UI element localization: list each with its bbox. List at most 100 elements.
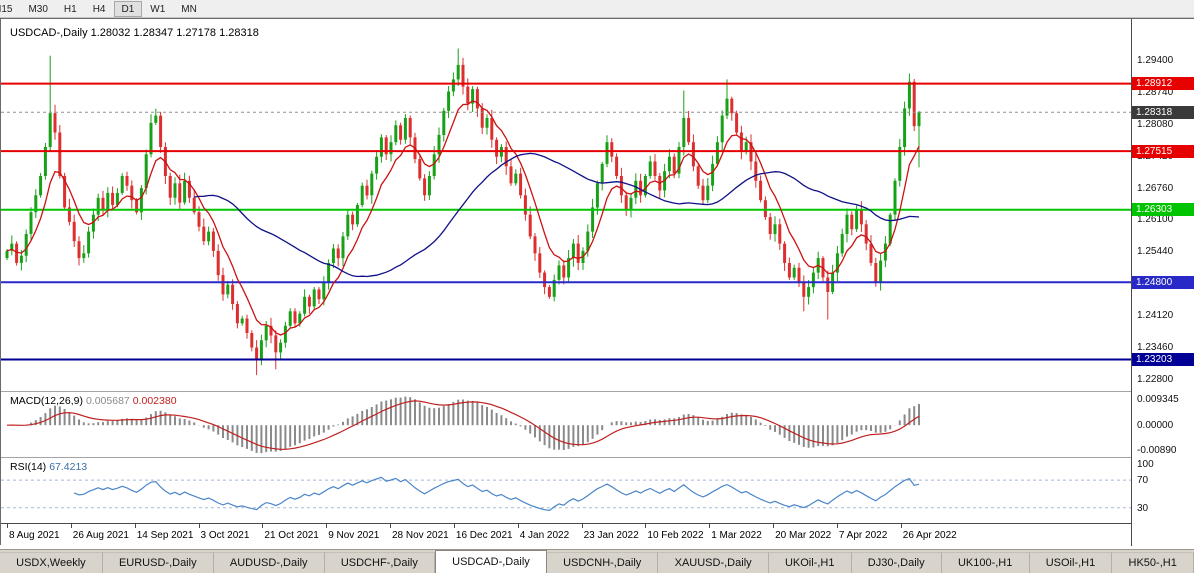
- timeframe-h4-button[interactable]: H4: [92, 3, 106, 15]
- tab-audusd-daily[interactable]: AUDUSD-,Daily: [213, 552, 325, 573]
- timeframe-m30-button[interactable]: M30: [28, 3, 48, 15]
- date-label: 26 Aug 2021: [72, 530, 129, 541]
- date-label: 28 Nov 2021: [392, 530, 449, 541]
- rsi-line: [73, 476, 920, 512]
- scale-divider: [1131, 19, 1132, 546]
- macd-name: MACD(12,26,9): [10, 395, 83, 407]
- date-tick: [390, 524, 391, 528]
- date-label: 16 Dec 2021: [455, 530, 513, 541]
- macd-signal-line: [6, 400, 920, 450]
- time-axis[interactable]: 8 Aug 2021 26 Aug 2021 14 Sep 2021 3 Oct 20…: [1, 524, 1131, 546]
- level-price-badge: 1.24800: [1132, 275, 1194, 289]
- price-axis-tick: 1.26100: [1137, 214, 1174, 226]
- rsi-name: RSI(14): [10, 461, 47, 473]
- price-scale[interactable]: 1.294001.287401.280801.274201.267601.261…: [1132, 19, 1194, 546]
- level-price-badge: 1.23203: [1132, 353, 1194, 366]
- tab-eurusd-daily[interactable]: EURUSD-,Daily: [102, 552, 214, 573]
- date-label: 8 Aug 2021: [9, 530, 60, 541]
- level-price-badge: 1.26303: [1132, 203, 1194, 217]
- timeframe-m15-button[interactable]: M15: [0, 3, 13, 15]
- chart-tabs-bar: USDX,Weekly EURUSD-,Daily AUDUSD-,Daily USD…: [0, 549, 1194, 573]
- date-tick: [900, 524, 902, 528]
- level-price-badge: 1.27515: [1132, 144, 1194, 158]
- macd-axis-label: -0.00890: [1137, 445, 1177, 456]
- tab-usdcnh-daily[interactable]: USDCNH-,Daily: [546, 552, 659, 573]
- price-axis-tick: 1.22800: [1137, 373, 1174, 385]
- macd-indicator-chart[interactable]: [1, 392, 1131, 457]
- date-tick: [262, 524, 264, 528]
- date-tick: [709, 524, 711, 528]
- chart-title: USDCAD-,Daily 1.28032 1.28347 1.27178 1.2…: [10, 27, 262, 39]
- date-label: 1 Mar 2022: [711, 530, 762, 541]
- tab-usdcad-daily[interactable]: USDCAD-,Daily: [434, 550, 547, 573]
- tab-usdx-weekly[interactable]: USDX,Weekly: [0, 552, 103, 573]
- tab-ukoil-h1[interactable]: UKOil-,H1: [768, 552, 852, 573]
- tab-dj30-daily[interactable]: DJ30-,Daily: [851, 552, 942, 573]
- date-label: 14 Sep 2021: [136, 530, 194, 541]
- date-tick: [453, 524, 455, 528]
- ma-fast-line: [6, 100, 920, 336]
- tab-usdchf-daily[interactable]: USDCHF-,Daily: [324, 552, 435, 573]
- horizontal-levels: [1, 82, 1131, 361]
- date-label: 3 Oct 2021: [200, 530, 250, 541]
- date-tick: [773, 524, 775, 528]
- price-axis-tick: 1.25440: [1137, 246, 1174, 258]
- date-tick: [581, 524, 583, 528]
- date-tick: [517, 524, 519, 528]
- rsi-axis-label: 70: [1137, 475, 1149, 487]
- tab-hk50-h1[interactable]: HK50-,H1: [1112, 552, 1194, 573]
- price-chart[interactable]: [1, 19, 1131, 391]
- macd-main-value: 0.005687: [85, 395, 130, 407]
- date-label: 9 Nov 2021: [328, 530, 380, 541]
- tab-uk100-h1[interactable]: UK100-,H1: [941, 552, 1030, 573]
- price-axis-tick: 1.29400: [1137, 55, 1174, 67]
- price-axis-tick: 1.26760: [1137, 182, 1174, 194]
- ohlc-values: 1.28032 1.28347 1.27178 1.28318: [90, 27, 259, 39]
- date-label: 7 Apr 2022: [838, 530, 888, 541]
- date-tick: [198, 524, 200, 528]
- macd-axis-label: 0.00000: [1137, 420, 1174, 432]
- date-tick: [645, 524, 647, 528]
- macd-axis-label: 0.009345: [1137, 394, 1179, 405]
- macd-signal-value: 0.002380: [132, 395, 177, 407]
- timeframe-w1-button[interactable]: W1: [150, 3, 166, 15]
- date-tick: [70, 524, 72, 528]
- candles: [5, 48, 921, 376]
- price-axis-tick: 1.23460: [1137, 342, 1174, 354]
- price-axis-tick: 1.28740: [1137, 86, 1174, 98]
- date-label: 26 Apr 2022: [902, 530, 957, 541]
- timeframe-toolbar: M15 M30 H1 H4 D1 W1 MN: [0, 0, 1194, 18]
- pane-separator-rsi[interactable]: [1, 457, 1194, 458]
- symbol-period-label: USDCAD-,Daily: [10, 27, 88, 39]
- rsi-axis-label: 30: [1137, 502, 1149, 514]
- date-tick: [326, 524, 328, 528]
- timeframe-h1-button[interactable]: H1: [63, 3, 77, 15]
- price-axis-tick: 1.28080: [1137, 118, 1174, 130]
- chart-area: USDCAD-,Daily 1.28032 1.28347 1.27178 1.2…: [0, 18, 1194, 546]
- rsi-label: RSI(14) 67.4213: [10, 461, 90, 473]
- tab-xauusd-daily[interactable]: XAUUSD-,Daily: [658, 552, 769, 573]
- date-label: 20 Mar 2022: [775, 530, 832, 541]
- tab-usoil-h1[interactable]: USOil-,H1: [1029, 552, 1113, 573]
- rsi-value: 67.4213: [49, 461, 88, 473]
- ma-slow-line: [194, 152, 920, 278]
- macd-histogram: [10, 396, 920, 454]
- date-label: 23 Jan 2022: [583, 530, 639, 541]
- date-label: 21 Oct 2021: [264, 530, 319, 541]
- current-price-badge: 1.28318: [1132, 105, 1194, 119]
- timeframe-mn-button[interactable]: MN: [181, 3, 197, 15]
- timeframe-d1-button[interactable]: D1: [113, 0, 143, 17]
- date-tick: [836, 524, 838, 528]
- pane-separator-macd[interactable]: [1, 391, 1194, 392]
- rsi-axis-label: 100: [1137, 459, 1154, 470]
- price-axis-tick: 1.24120: [1137, 310, 1174, 322]
- rsi-indicator-chart[interactable]: [1, 458, 1131, 523]
- date-tick: [134, 524, 136, 528]
- level-price-badge: 1.28912: [1132, 77, 1194, 91]
- date-tick: [7, 524, 8, 528]
- macd-label: MACD(12,26,9) 0.005687 0.002380: [10, 395, 180, 407]
- date-label: 10 Feb 2022: [647, 530, 704, 541]
- time-axis-line: [1, 523, 1194, 524]
- date-label: 4 Jan 2022: [519, 530, 570, 541]
